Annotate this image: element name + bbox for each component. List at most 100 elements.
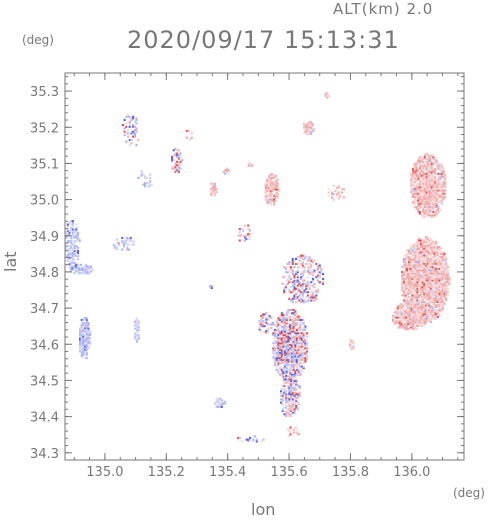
- echo-cell: [336, 188, 339, 191]
- echo-cell: [349, 346, 352, 349]
- echo-cell: [299, 333, 302, 336]
- echo-cell: [443, 252, 446, 255]
- echo-cell: [79, 345, 82, 348]
- echo-cell: [237, 436, 240, 439]
- echo-cell: [407, 301, 410, 304]
- echo-cell: [149, 180, 152, 183]
- echo-cell: [442, 171, 445, 174]
- echo-cell: [440, 277, 443, 280]
- echo-cell: [287, 353, 290, 356]
- echo-cell: [433, 286, 436, 289]
- echo-cell: [421, 286, 424, 289]
- echo-cell: [441, 297, 444, 300]
- echo-cell: [296, 328, 299, 331]
- plot-border: [64, 72, 465, 461]
- echo-cell: [290, 338, 293, 341]
- echo-cell: [416, 295, 419, 298]
- echo-cell: [406, 299, 409, 302]
- echo-cell: [415, 189, 418, 192]
- echo-cell: [431, 290, 434, 293]
- echo-cell: [432, 187, 435, 190]
- echo-cell: [416, 239, 419, 242]
- echo-cell: [422, 196, 425, 199]
- echo-cell: [414, 262, 417, 265]
- echo-cell: [66, 225, 69, 228]
- echo-cell: [415, 192, 418, 195]
- echo-cell: [327, 188, 330, 191]
- echo-cell: [284, 340, 287, 343]
- echo-cell: [427, 167, 430, 170]
- echo-cell: [443, 274, 446, 277]
- echo-cell: [410, 184, 413, 187]
- echo-cell: [437, 187, 440, 190]
- echo-cell: [291, 378, 294, 381]
- echo-cell: [435, 289, 438, 292]
- echo-cell: [416, 294, 419, 297]
- echo-cell: [293, 271, 296, 274]
- echo-cell: [295, 380, 298, 383]
- echo-cell: [448, 282, 451, 285]
- echo-cell: [295, 406, 298, 409]
- echo-cell: [299, 323, 302, 326]
- echo-cell: [428, 279, 431, 282]
- echo-cell: [68, 248, 71, 251]
- echo-cell: [226, 170, 229, 173]
- echo-cell: [432, 202, 435, 205]
- y-tick-label: 35.3: [30, 85, 59, 100]
- echo-cell: [71, 223, 74, 226]
- echo-cell: [280, 373, 283, 376]
- echo-cell: [433, 251, 436, 254]
- echo-cell: [79, 347, 82, 350]
- echo-cell: [266, 178, 269, 181]
- echo-cell: [428, 257, 431, 260]
- echo-cell: [415, 179, 418, 182]
- echo-cell: [441, 276, 444, 279]
- echo-cell: [402, 257, 405, 260]
- echo-cell: [217, 402, 220, 405]
- echo-cell: [444, 181, 447, 184]
- echo-cell: [243, 224, 246, 227]
- echo-cell: [284, 333, 287, 336]
- echo-cell: [423, 206, 426, 209]
- echo-cell: [435, 206, 438, 209]
- echo-cell: [144, 175, 147, 178]
- echo-cell: [285, 355, 288, 358]
- echo-cell: [332, 198, 335, 201]
- echo-cell: [297, 327, 300, 330]
- echo-cell: [439, 167, 442, 170]
- echo-cell: [71, 220, 74, 223]
- echo-cell: [214, 402, 217, 405]
- echo-cell: [275, 320, 278, 323]
- echo-cell: [442, 186, 445, 189]
- echo-cell: [434, 212, 437, 215]
- echo-cell: [407, 303, 410, 306]
- echo-cell: [435, 202, 438, 205]
- echo-cell: [401, 274, 404, 277]
- echo-cell: [435, 174, 438, 177]
- echo-cell: [404, 284, 407, 287]
- echo-cell: [285, 396, 288, 399]
- echo-cell: [412, 176, 415, 179]
- echo-cell: [435, 161, 438, 164]
- echo-cell: [339, 196, 342, 199]
- echo-cell: [427, 194, 430, 197]
- echo-cell: [444, 186, 447, 189]
- echo-cell: [135, 339, 138, 342]
- echo-cell: [402, 286, 405, 289]
- echo-cell: [65, 246, 68, 249]
- echo-cell: [284, 358, 287, 361]
- echo-cell: [414, 309, 417, 312]
- echo-cell: [82, 345, 85, 348]
- echo-cell: [410, 177, 413, 180]
- echo-cell: [273, 176, 276, 179]
- echo-cell: [428, 295, 431, 298]
- echo-cell: [284, 355, 287, 358]
- echo-cell: [417, 321, 420, 324]
- echo-cell: [429, 290, 432, 293]
- echo-cell: [264, 196, 267, 199]
- echo-cell: [418, 192, 421, 195]
- echo-cell: [79, 330, 82, 333]
- echo-cell: [406, 294, 409, 297]
- echo-cell: [352, 346, 355, 349]
- echo-cell: [279, 342, 282, 345]
